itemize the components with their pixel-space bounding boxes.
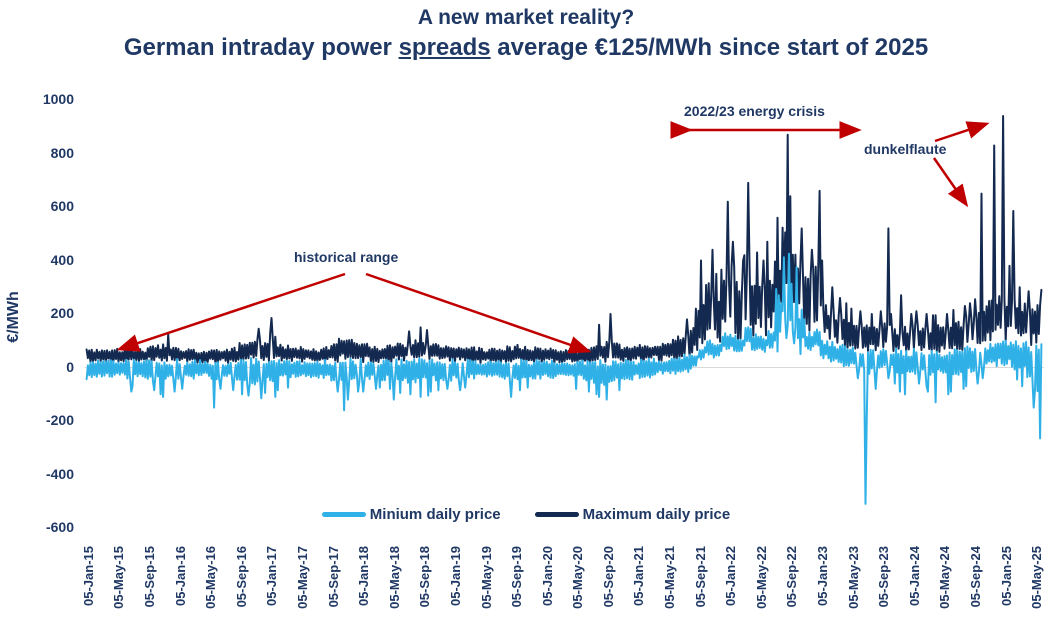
annotation-energy-crisis: 2022/23 energy crisis	[684, 103, 825, 119]
y-tick-label: -200	[45, 412, 74, 428]
y-tick-label: 400	[50, 251, 74, 268]
series-maximum-daily-price	[85, 115, 1043, 365]
legend-item-maximum: Maximum daily price	[534, 506, 731, 523]
legend: Minium daily price Maximum daily price	[0, 506, 1052, 523]
series-minimum-daily-price	[85, 252, 1043, 505]
historical-range-arrow-left	[116, 272, 346, 352]
dunkelflaute-arrow-up	[934, 121, 990, 143]
legend-label-maximum: Maximum daily price	[582, 506, 731, 523]
dunkelflaute-arrow-down	[932, 157, 969, 208]
y-tick-label: -400	[45, 465, 74, 482]
legend-swatch-minimum	[321, 512, 366, 517]
chart-subtitle: German intraday power spreads average €1…	[0, 34, 1052, 62]
annotation-historical-range: historical range	[294, 249, 399, 265]
y-tick-label: 600	[50, 198, 74, 214]
y-tick-label: 800	[50, 144, 74, 161]
historical-range-arrow-right	[365, 272, 592, 354]
annotation-dunkelflaute: dunkelflaute	[864, 141, 947, 157]
legend-item-minimum: Minium daily price	[321, 506, 501, 523]
y-tick-label: 200	[50, 305, 74, 321]
y-tick-label: 1000	[42, 91, 74, 107]
subtitle-underlined-word: spreads	[398, 34, 491, 61]
y-tick-label: -600	[45, 519, 74, 535]
subtitle-post: average €125/MWh since start of 2025	[490, 34, 929, 61]
y-tick-label: 0	[66, 358, 74, 375]
legend-swatch-maximum	[534, 512, 579, 517]
chart-title: A new market reality?	[417, 6, 635, 29]
subtitle-pre: German intraday power	[123, 34, 399, 61]
legend-label-minimum: Minium daily price	[369, 506, 501, 523]
